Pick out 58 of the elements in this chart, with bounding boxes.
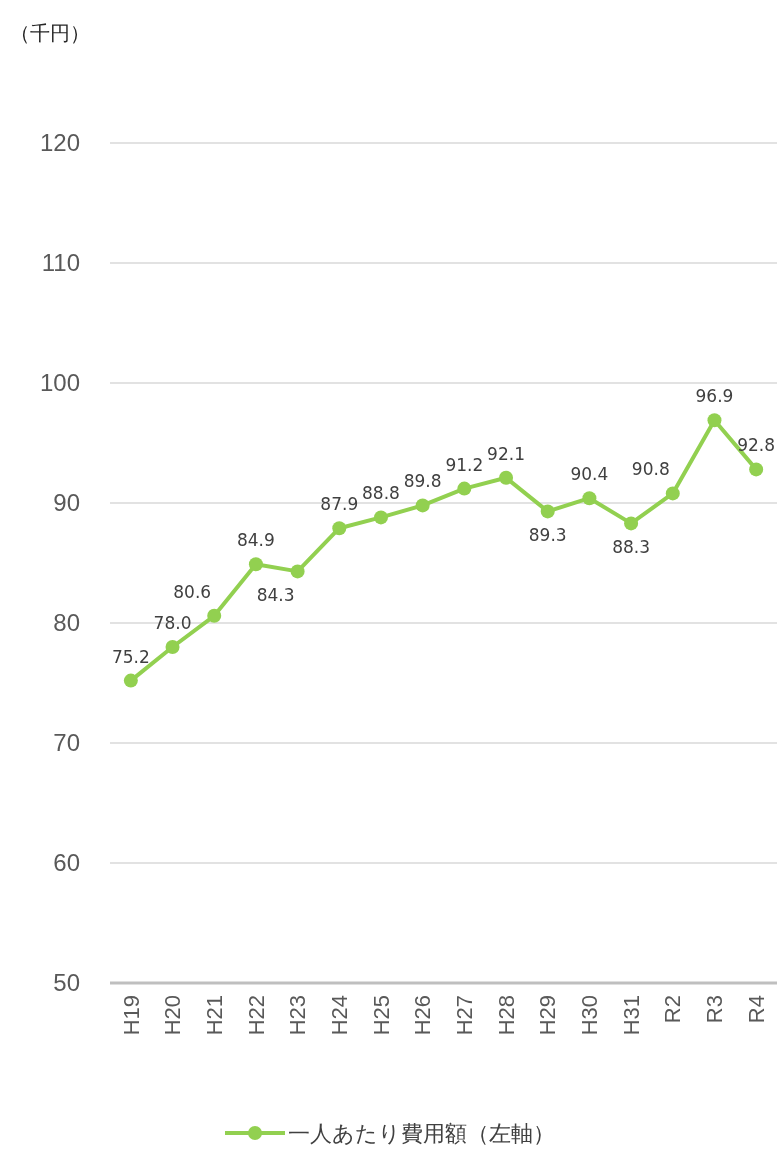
point [749,462,764,477]
text: 88.8 [362,483,400,504]
point [207,608,222,623]
x-tick-label: H28 [493,995,519,1036]
y-tick-label: 100 [39,369,80,397]
point [373,510,388,525]
point [290,564,305,579]
x-tick-label: R2 [660,995,686,1024]
x-tick-label: H29 [535,995,561,1036]
x-tick-label: H27 [452,995,478,1036]
x-tick-label: H19 [118,995,144,1036]
point [624,516,639,531]
point [540,504,555,519]
point [707,413,722,428]
y-tick-label: 60 [53,849,80,877]
text: 88.3 [612,537,651,558]
text: 87.9 [320,494,359,515]
x-tick-label: H26 [410,995,436,1036]
text: 96.9 [695,386,734,407]
x-tick-label: H23 [285,995,311,1036]
text: 90.8 [631,459,670,480]
text: 89.8 [403,471,442,492]
y-tick-label: 50 [53,969,80,997]
point [165,640,180,654]
point [499,470,514,485]
y-axis-title: （千円） [10,21,90,45]
point [457,481,472,496]
point [332,521,347,536]
text: 92.8 [737,435,776,456]
text: 91.2 [445,454,484,475]
x-tick-label: R4 [743,995,769,1024]
text: 89.3 [528,525,567,546]
text: 78.0 [153,613,192,633]
y-tick-label: 110 [41,249,80,277]
text: 75.2 [111,646,150,667]
x-tick-label: H25 [368,995,394,1036]
y-tick-label: 80 [53,609,80,637]
point [123,673,138,688]
point [582,491,597,506]
x-tick-label: R3 [702,995,728,1024]
x-tick-label: H21 [201,995,227,1036]
legend-label: 一人あたり費用額（左軸） [288,1120,555,1146]
x-tick-label: H22 [243,995,269,1036]
y-tick-label: 120 [39,129,80,157]
text: 84.9 [236,530,275,551]
y-tick-label: 90 [53,489,80,517]
point [248,557,263,572]
x-tick-label: H31 [618,995,644,1036]
point [665,486,680,501]
x-tick-label: H24 [326,995,352,1036]
point [415,498,430,513]
text: 84.3 [256,585,295,606]
x-tick-label: H20 [160,995,186,1036]
text: 92.1 [487,443,525,464]
x-tick-label: H30 [577,995,603,1036]
text: 80.6 [173,581,212,602]
text: 90.4 [570,464,609,485]
y-tick-label: 70 [53,729,80,757]
